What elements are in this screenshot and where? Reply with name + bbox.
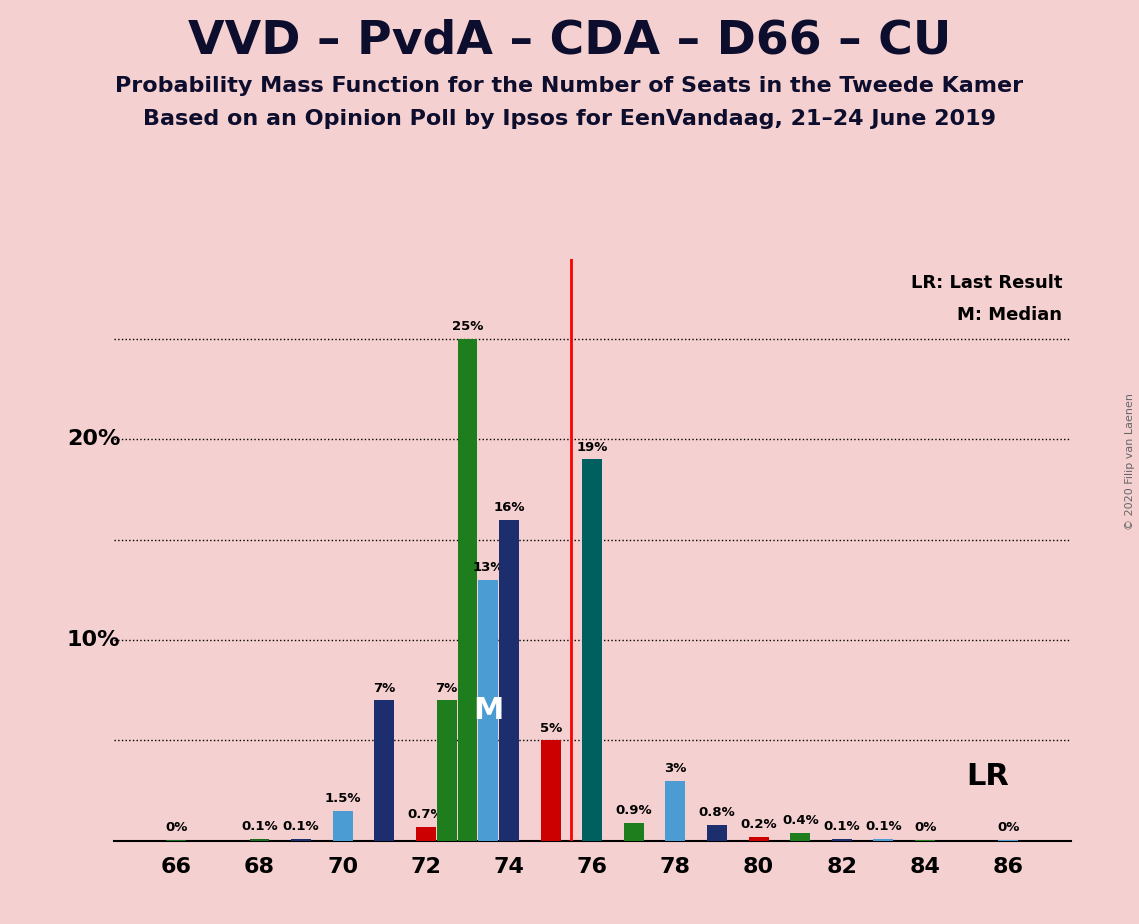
Text: 13%: 13% [473,561,505,575]
Bar [292,839,311,841]
Text: 0.2%: 0.2% [740,819,777,832]
Text: LR: Last Result: LR: Last Result [911,274,1063,292]
Text: M: M [473,696,503,724]
Text: 0.7%: 0.7% [408,808,444,821]
Bar [874,839,893,841]
Text: LR: LR [966,762,1009,791]
Text: 0.4%: 0.4% [781,814,819,827]
Bar [478,580,498,841]
Text: 5%: 5% [540,722,562,735]
Bar [541,740,560,841]
Text: 0.1%: 0.1% [241,821,278,833]
Text: 0.1%: 0.1% [282,821,319,833]
Text: Based on an Opinion Poll by Ipsos for EenVandaag, 21–24 June 2019: Based on an Opinion Poll by Ipsos for Ee… [144,109,995,129]
Bar [499,519,519,841]
Bar [790,833,810,841]
Bar [333,810,353,841]
Bar [416,827,436,841]
Text: VVD – PvdA – CDA – D66 – CU: VVD – PvdA – CDA – D66 – CU [188,18,951,64]
Text: Probability Mass Function for the Number of Seats in the Tweede Kamer: Probability Mass Function for the Number… [115,76,1024,96]
Bar [375,700,394,841]
Text: 0.1%: 0.1% [823,821,860,833]
Bar [665,781,686,841]
Text: © 2020 Filip van Laenen: © 2020 Filip van Laenen [1125,394,1134,530]
Text: 10%: 10% [67,630,120,650]
Text: 3%: 3% [664,762,687,775]
Text: 1.5%: 1.5% [325,792,361,805]
Text: 16%: 16% [493,501,525,514]
Text: 0.9%: 0.9% [615,804,653,817]
Text: 0%: 0% [913,821,936,834]
Bar [915,840,935,841]
Bar [624,822,644,841]
Text: 20%: 20% [67,430,120,449]
Bar [436,700,457,841]
Bar [582,459,603,841]
Bar [707,825,727,841]
Bar [166,840,187,841]
Text: 19%: 19% [576,441,608,454]
Text: 0%: 0% [165,821,188,834]
Text: 25%: 25% [452,321,483,334]
Text: 0.1%: 0.1% [866,821,902,833]
Text: 7%: 7% [374,682,395,695]
Text: 7%: 7% [435,682,458,695]
Bar [458,339,477,841]
Text: 0.8%: 0.8% [698,806,736,820]
Text: 0%: 0% [997,821,1019,834]
Bar [831,839,852,841]
Bar [249,839,270,841]
Bar [998,840,1018,841]
Text: M: Median: M: Median [958,306,1063,324]
Bar [748,837,769,841]
